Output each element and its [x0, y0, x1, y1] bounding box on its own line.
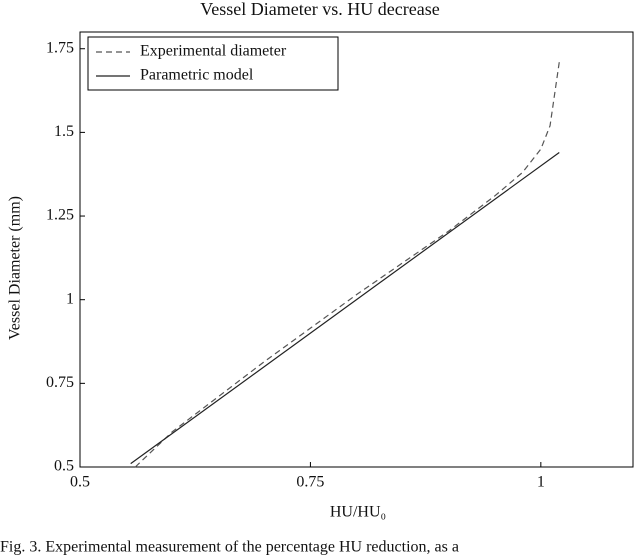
y-tick-label: 1.25 [46, 207, 74, 224]
x-axis-label: HU/HU₀ [330, 504, 386, 521]
x-tick-label: 0.5 [70, 474, 90, 491]
chart-title: Vessel Diameter vs. HU decrease [200, 0, 439, 19]
series-line [134, 62, 560, 468]
y-tick-label: 1 [66, 290, 74, 307]
y-tick-label: 0.5 [54, 458, 74, 475]
series-line [130, 151, 560, 465]
legend-label: Parametric model [140, 67, 254, 84]
legend-label: Experimental diameter [140, 43, 287, 60]
caption: Fig. 3. Experimental measurement of the … [0, 539, 459, 555]
y-tick-label: 1.75 [46, 39, 74, 56]
legend-box [87, 36, 339, 91]
x-tick-label: 0.75 [296, 474, 324, 491]
y-tick-label: 0.75 [46, 374, 74, 391]
plot-frame [79, 31, 634, 468]
y-axis-label: Vessel Diameter (mm) [7, 196, 24, 340]
x-tick-label: 1 [537, 474, 545, 491]
y-tick-label: 1.5 [54, 123, 74, 140]
